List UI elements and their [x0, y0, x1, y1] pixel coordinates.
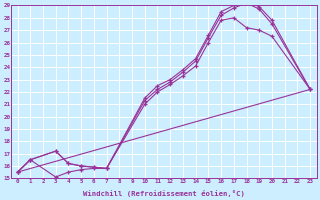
X-axis label: Windchill (Refroidissement éolien,°C): Windchill (Refroidissement éolien,°C) — [83, 190, 245, 197]
